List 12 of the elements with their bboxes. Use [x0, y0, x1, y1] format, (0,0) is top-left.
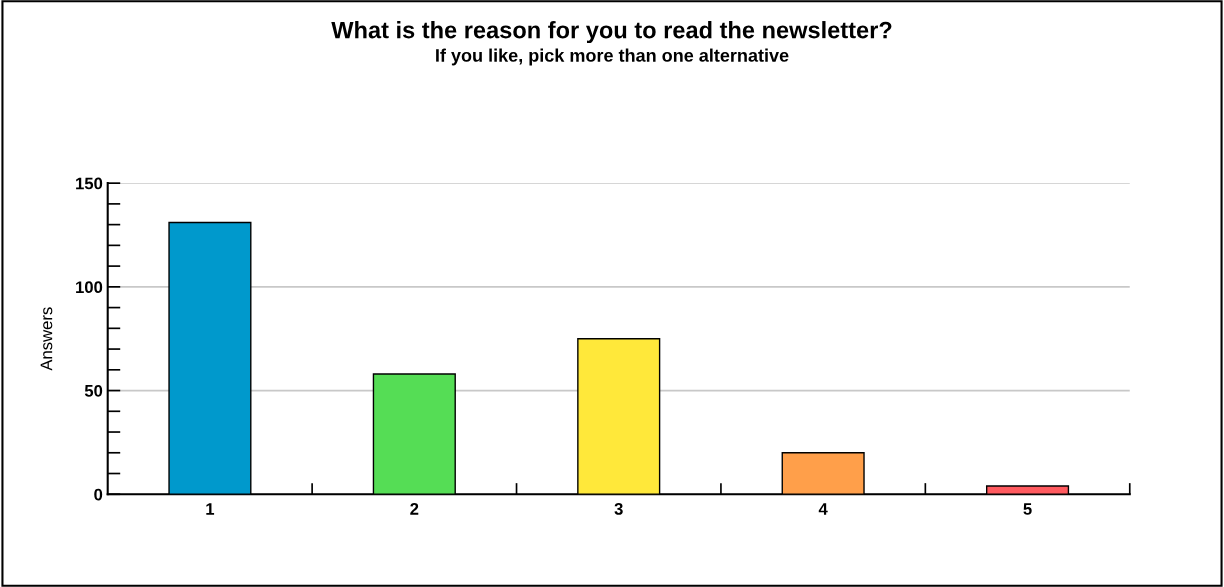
x-tick-label: 3	[614, 503, 623, 515]
y-axis-title: Answers	[40, 307, 53, 371]
x-tick-label: 4	[818, 503, 828, 515]
y-tick-label: 0	[94, 488, 103, 501]
y-tick-label: 100	[76, 281, 103, 294]
chart-title: What is the reason for you to read the newsletter?	[331, 21, 892, 44]
x-tick-label: 2	[410, 503, 419, 515]
y-tick-label: 50	[84, 384, 103, 397]
y-tick-label: 150	[76, 177, 103, 190]
x-tick-label: 5	[1023, 503, 1032, 515]
chart-subtitle: If you like, pick more than one alternative	[436, 48, 789, 66]
x-tick-label: 1	[206, 503, 215, 515]
